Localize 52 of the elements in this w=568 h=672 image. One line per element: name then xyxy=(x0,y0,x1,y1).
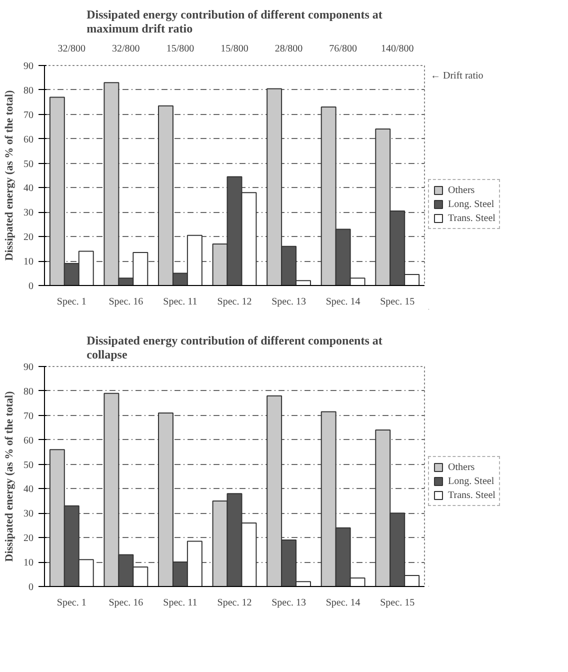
legend-label: Others xyxy=(448,184,475,196)
x-tick-label: Spec. 12 xyxy=(217,598,252,608)
y-tick-label: 0 xyxy=(28,582,34,593)
x-tick-label: Spec. 15 xyxy=(380,598,415,608)
x-tick-label: Spec. 1 xyxy=(56,296,86,308)
y-tick-label: 30 xyxy=(24,208,34,219)
y-tick-label: 40 xyxy=(24,183,34,194)
x-tick-label: Spec. 14 xyxy=(326,296,360,308)
text: ← Drift ratio xyxy=(430,70,484,82)
x-tick-label: Spec. 11 xyxy=(163,296,198,308)
x-tick-label: Spec. 16 xyxy=(108,598,144,608)
y-tick-label: 10 xyxy=(24,558,34,569)
legend-label: Long. Steel xyxy=(448,475,494,487)
y-tick-label: 40 xyxy=(24,484,34,496)
y-tick-label: 30 xyxy=(24,508,34,520)
x-tick-label: Spec. 1 xyxy=(56,598,86,608)
text: 32/800 xyxy=(58,44,86,54)
y-tick-label: 0 xyxy=(28,281,34,292)
x-tick-label: Spec. 13 xyxy=(272,598,306,608)
y-axis-title: Dissipated energy (as % of the total) xyxy=(4,90,16,261)
y-tick-label: 10 xyxy=(24,256,34,268)
text: 15/800 xyxy=(220,44,248,54)
y-tick-label: 20 xyxy=(24,533,34,544)
y-tick-label: 70 xyxy=(24,110,34,121)
text: 32/800 xyxy=(112,44,140,54)
text: 28/800 xyxy=(274,44,303,54)
y-tick-label: 90 xyxy=(24,61,34,72)
y-axis-title: Dissipated energy (as % of the total) xyxy=(4,390,16,562)
text: 76/800 xyxy=(329,44,357,54)
y-tick-label: 20 xyxy=(24,232,34,244)
x-tick-label: Spec. 14 xyxy=(326,598,360,608)
chart-title: Dissipated energy contribution of different components at maximum drift ratio xyxy=(86,8,382,36)
y-tick-label: 60 xyxy=(24,134,34,146)
legend-label: Others xyxy=(448,461,475,473)
x-tick-label: Spec. 12 xyxy=(217,296,252,308)
x-tick-label: Spec. 13 xyxy=(272,296,306,308)
y-tick-label: 80 xyxy=(24,386,34,398)
x-tick-label: Spec. 11 xyxy=(163,598,198,608)
y-tick-label: 50 xyxy=(24,158,34,170)
legend-label: Trans. Steel xyxy=(448,489,496,501)
y-tick-label: 50 xyxy=(24,460,34,471)
text: 15/800 xyxy=(166,44,194,54)
y-tick-label: 80 xyxy=(24,85,34,96)
y-tick-label: 60 xyxy=(24,435,34,446)
x-tick-label: Spec. 15 xyxy=(380,296,415,308)
legend-label: Long. Steel xyxy=(448,198,494,210)
text: 140/800 xyxy=(380,44,414,54)
legend-label: Trans. Steel xyxy=(448,212,496,224)
x-tick-label: Spec. 16 xyxy=(108,296,144,308)
y-tick-label: 90 xyxy=(24,362,34,373)
y-tick-label: 70 xyxy=(24,410,34,422)
chart-title: Dissipated energy contribution of different components at collapse xyxy=(86,334,382,362)
